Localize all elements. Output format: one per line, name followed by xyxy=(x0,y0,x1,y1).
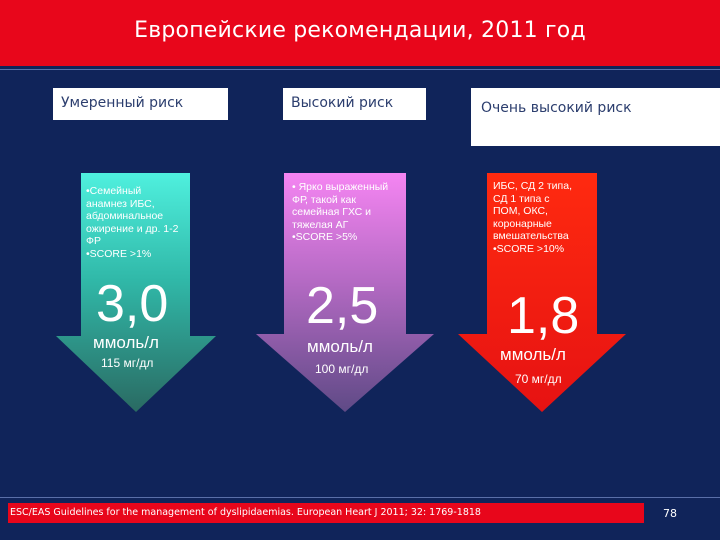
bullets-moderate-risk: •Семейный анамнез ИБС, абдоминальное ожи… xyxy=(86,185,179,260)
value-moderate-risk: 3,0 xyxy=(96,275,169,333)
mg-very-high-risk: 70 мг/дл xyxy=(515,372,562,386)
label-very-high-risk: Очень высокий риск xyxy=(471,88,720,146)
page-number: 78 xyxy=(663,507,677,520)
slide-header: Европейские рекомендации, 2011 год xyxy=(0,0,720,66)
arrow-high-risk xyxy=(256,173,434,412)
unit-moderate-risk: ммоль/л xyxy=(93,333,159,352)
citation-bar: ESC/EAS Guidelines for the management of… xyxy=(8,503,644,523)
arrow-moderate-risk xyxy=(56,173,216,412)
label-very-high-risk-text: Очень высокий риск xyxy=(481,100,632,116)
label-high-risk: Высокий риск xyxy=(283,88,426,120)
unit-high-risk: ммоль/л xyxy=(307,337,373,356)
value-high-risk: 2,5 xyxy=(306,277,379,335)
slide-title: Европейские рекомендации, 2011 год xyxy=(134,18,586,43)
mg-moderate-risk: 115 мг/дл xyxy=(101,356,154,370)
value-very-high-risk: 1,8 xyxy=(507,287,580,345)
mg-high-risk: 100 мг/дл xyxy=(315,362,369,376)
bullets-high-risk: • Ярко выраженный ФР, такой как семейная… xyxy=(292,181,389,243)
unit-very-high-risk: ммоль/л xyxy=(500,345,566,364)
label-moderate-risk-text: Умеренный риск xyxy=(61,95,184,111)
divider-line-top xyxy=(0,69,720,70)
bullets-very-high-risk: ИБС, СД 2 типа, СД 1 типа с ПОМ, ОКС, ко… xyxy=(493,180,572,255)
divider-line-bottom xyxy=(0,497,720,498)
arrow-very-high-risk xyxy=(458,173,626,412)
label-moderate-risk: Умеренный риск xyxy=(53,88,228,120)
label-high-risk-text: Высокий риск xyxy=(291,95,394,111)
